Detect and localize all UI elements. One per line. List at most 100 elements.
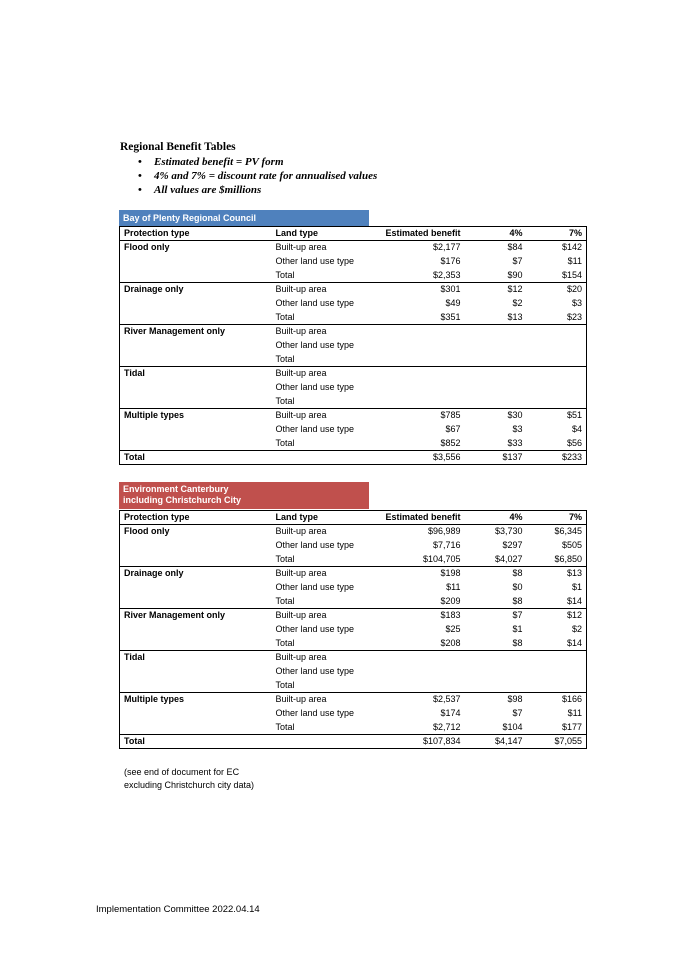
rate-4-cell: $297 (502, 540, 523, 550)
table-row: Other land use type (120, 339, 587, 353)
estimated-benefit-cell: $2,712 (432, 721, 461, 732)
rate-7-cell: $11 (567, 256, 582, 266)
table-row: Drainage only Built-up area $198 $8 $13 (119, 566, 587, 581)
table-row: Tidal Built-up area (119, 650, 587, 665)
land-type-cell: Other land use type (275, 256, 355, 266)
table-note: (see end of document for EC excluding Ch… (124, 766, 304, 792)
protection-type-cell (120, 637, 272, 651)
column-header: 7% (526, 226, 587, 241)
rate-4-cell: $4,027 (494, 553, 523, 564)
table-row: Total $104,705 $4,027 $6,850 (120, 553, 587, 567)
column-header: Land type (271, 226, 372, 241)
protection-type-cell (120, 339, 272, 353)
land-type-cell: Built-up area (271, 524, 372, 539)
table-header-row: Protection type Land type Estimated bene… (119, 226, 587, 241)
rate-7-cell: $166 (526, 692, 587, 707)
rate-4-cell (465, 353, 527, 367)
rate-7-cell: $56 (566, 437, 582, 448)
land-type-cell: Other land use type (275, 382, 355, 392)
table-row: Total (120, 395, 587, 409)
table-row: Other land use type $67 $3 $4 (120, 423, 587, 437)
land-type-cell (271, 450, 372, 465)
protection-type-cell (120, 595, 272, 609)
table-row: Other land use type $176 $7 $11 (120, 255, 587, 269)
estimated-benefit-cell (371, 324, 465, 339)
rate-4-cell (465, 395, 527, 409)
rate-4-cell: $13 (507, 311, 523, 322)
rate-4-cell: $0 (512, 582, 523, 592)
land-type-cell: Other land use type (275, 708, 355, 718)
protection-type-cell (120, 581, 272, 595)
land-type-cell: Other land use type (275, 624, 355, 634)
rate-4-cell: $30 (464, 408, 527, 423)
bullet-item: All values are $millions (138, 183, 377, 197)
rate-4-cell: $98 (464, 692, 527, 707)
rate-7-cell: $3 (571, 298, 582, 308)
table-row: Flood only Built-up area $96,989 $3,730 $6,3… (119, 524, 587, 539)
note-line: (see end of document for EC (124, 767, 240, 777)
estimated-benefit-cell: $2,353 (432, 269, 461, 280)
estimated-benefit-cell: $198 (371, 566, 465, 581)
protection-type-cell: Flood only (119, 240, 272, 255)
estimated-benefit-cell (371, 366, 465, 381)
estimated-benefit-cell: $104,705 (422, 553, 461, 564)
protection-type-cell: Drainage only (119, 566, 272, 581)
rate-7-cell: $51 (526, 408, 587, 423)
protection-type-cell (120, 297, 272, 311)
rate-7-cell (526, 366, 587, 381)
rate-4-cell: $3,730 (464, 524, 527, 539)
benefit-table-environment-canterbury: Protection type Land type Estimated bene… (119, 510, 587, 749)
bullet-item: Estimated benefit = PV form (138, 155, 377, 169)
bullet-item: 4% and 7% = discount rate for annualised… (138, 169, 377, 183)
land-type-cell: Total (275, 311, 295, 322)
table-row: Multiple types Built-up area $2,537 $98 $166 (119, 692, 587, 707)
estimated-benefit-cell: $174 (440, 708, 461, 718)
estimated-benefit-cell: $208 (440, 637, 461, 648)
protection-type-cell (120, 623, 272, 637)
rate-7-cell (526, 324, 587, 339)
rate-4-cell (465, 679, 527, 693)
rate-7-cell: $6,345 (526, 524, 587, 539)
land-type-cell: Total (275, 637, 295, 648)
table-row: Total (120, 353, 587, 367)
estimated-benefit-cell: $209 (440, 595, 461, 606)
estimated-benefit-cell: $67 (445, 424, 461, 434)
land-type-cell: Other land use type (275, 298, 355, 308)
table-caption-bay-of-plenty: Bay of Plenty Regional Council (119, 210, 369, 227)
rate-4-cell: $1 (512, 624, 523, 634)
land-type-cell: Total (275, 269, 295, 280)
rate-7-cell: $6,850 (554, 553, 582, 564)
rate-4-cell: $104 (502, 721, 523, 732)
note-line: excluding Christchurch city data) (124, 780, 255, 790)
protection-type-cell (120, 395, 272, 409)
rate-7-cell: $11 (567, 708, 582, 718)
benefit-table-bay-of-plenty: Protection type Land type Estimated bene… (119, 226, 587, 465)
rate-4-cell: $3 (512, 424, 523, 434)
table-header-row: Protection type Land type Estimated bene… (119, 510, 587, 525)
rate-4-cell (465, 339, 527, 353)
rate-4-cell: $84 (464, 240, 527, 255)
page-heading: Regional Benefit Tables (120, 141, 236, 153)
rate-4-cell (464, 366, 527, 381)
estimated-benefit-cell (372, 381, 465, 395)
estimated-benefit-cell (372, 353, 465, 367)
rate-7-cell: $2 (571, 624, 582, 634)
rate-4-cell (464, 650, 527, 665)
protection-type-cell (120, 707, 272, 721)
estimated-benefit-cell: $2,177 (371, 240, 465, 255)
rate-4-cell: $7 (512, 256, 523, 266)
land-type-cell: Total (275, 679, 295, 690)
rate-4-cell: $137 (464, 450, 527, 465)
land-type-cell: Total (275, 553, 295, 564)
rate-4-cell: $4,147 (464, 734, 527, 749)
estimated-benefit-cell: $301 (371, 282, 465, 297)
land-type-cell: Total (275, 353, 295, 364)
column-header: Land type (271, 510, 372, 525)
protection-type-cell: River Management only (119, 608, 272, 623)
rate-7-cell: $233 (526, 450, 587, 465)
column-header: Protection type (119, 510, 272, 525)
land-type-cell: Built-up area (271, 408, 372, 423)
rate-7-cell: $20 (526, 282, 587, 297)
rate-7-cell: $14 (566, 637, 582, 648)
land-type-cell: Built-up area (271, 692, 372, 707)
